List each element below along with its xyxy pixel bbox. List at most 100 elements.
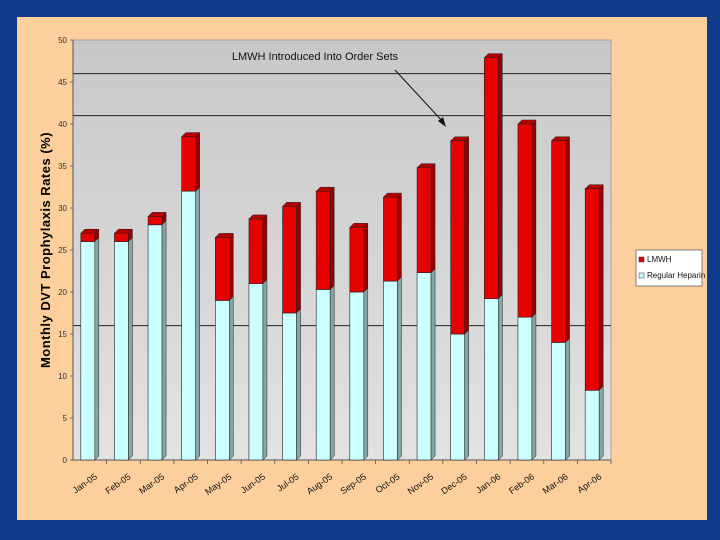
bar-side [363,222,369,293]
bar-regular-heparin [315,284,335,461]
bar-side [229,232,234,302]
bar-front [383,196,398,282]
bar-side [531,119,537,318]
bar-side [565,136,570,344]
bar-lmwh [517,119,537,318]
bar-regular-heparin [383,276,402,461]
bar-front [181,136,196,192]
legend-swatch-regular-heparin [638,272,645,279]
bar-top [248,214,268,220]
bar-top [584,184,604,189]
bar-regular-heparin [248,278,268,461]
legend-label-regular-heparin: Regular Heparin [647,271,705,280]
bar-lmwh [584,184,604,391]
bar-front [248,218,264,284]
annotation-arrowhead [438,117,446,127]
bar-front [114,232,129,242]
bar-front [517,123,533,318]
bar-lmwh [315,186,335,291]
bar-top [416,163,436,168]
bar-lmwh [281,201,302,314]
bar-lmwh [483,53,503,300]
x-tick-label: Feb-06 [507,471,536,496]
x-tick-label: Nov-05 [406,471,436,496]
bar-side [161,220,167,461]
y-tick-label: 50 [58,36,67,45]
bar-side [262,214,268,285]
bar-side [565,337,570,461]
bar-side [363,287,369,461]
bar-front [450,140,465,335]
x-tick-label: Apr-06 [575,471,603,495]
bar-side [195,186,200,461]
bar-front [551,140,566,343]
bar-top [517,119,537,125]
y-tick-label: 0 [63,456,68,465]
bar-regular-heparin [349,287,369,461]
bar-side [498,53,503,300]
bar-front [517,316,533,461]
x-tick-label: Mar-05 [137,471,166,496]
bar-side [464,136,469,335]
bar-top [382,192,403,198]
bar-side [128,236,133,461]
bar-top [181,132,201,137]
x-tick-label: Mar-06 [541,471,570,496]
x-tick-label: Jun-05 [239,471,267,495]
bar-lmwh [248,214,268,285]
bar-front [147,216,163,226]
x-tick-label: Aug-05 [305,471,335,496]
legend-swatch-lmwh [638,256,645,263]
y-tick-label: 20 [58,288,67,297]
bar-lmwh [113,228,134,243]
y-axis-title: Monthly DVT Prophylaxis Rates (%) [38,132,53,368]
bar-side [296,201,301,314]
y-tick-label: 30 [58,204,67,213]
bar-regular-heparin [114,236,133,461]
bar-front [551,342,566,461]
bar-top [349,223,369,228]
bar-front [416,167,432,273]
x-tick-label: Jan-06 [474,471,502,495]
x-tick-label: Oct-05 [374,471,402,495]
legend: LMWH Regular Heparin [635,249,705,287]
y-tick-label: 15 [58,330,67,339]
bar-front [349,227,365,293]
bar-side [430,268,436,461]
bar-side [397,276,402,461]
bar-front [147,224,163,461]
bar-lmwh [349,222,369,293]
bar-side [598,184,604,391]
bar-front [248,283,264,461]
bar-side [531,312,537,461]
bar-side [296,308,301,461]
legend-box [635,249,703,287]
bar-front [584,188,600,391]
bar-lmwh [181,131,201,192]
bar-top [147,212,167,217]
bar-front [282,206,297,314]
bar-top [113,228,134,234]
bar-regular-heparin [282,308,301,461]
bar-side [464,329,469,461]
bar-top [214,233,234,238]
bar-front [315,190,331,290]
bar-side [329,186,335,291]
bar-top [80,228,100,234]
x-tick-label: Apr-05 [172,471,200,495]
bar-top [450,136,470,142]
bar-top [550,136,571,142]
bar-lmwh [147,211,167,226]
bar-front [584,389,600,461]
bar-front [349,291,365,461]
y-tick-label: 25 [58,246,67,255]
bar-side [262,278,268,461]
bar-front [80,232,96,242]
bar-lmwh [382,192,403,282]
bar-side [397,192,402,282]
bar-side [195,131,200,192]
y-tick-label: 35 [58,162,67,171]
bar-side [229,295,234,461]
bar-front [484,298,499,461]
